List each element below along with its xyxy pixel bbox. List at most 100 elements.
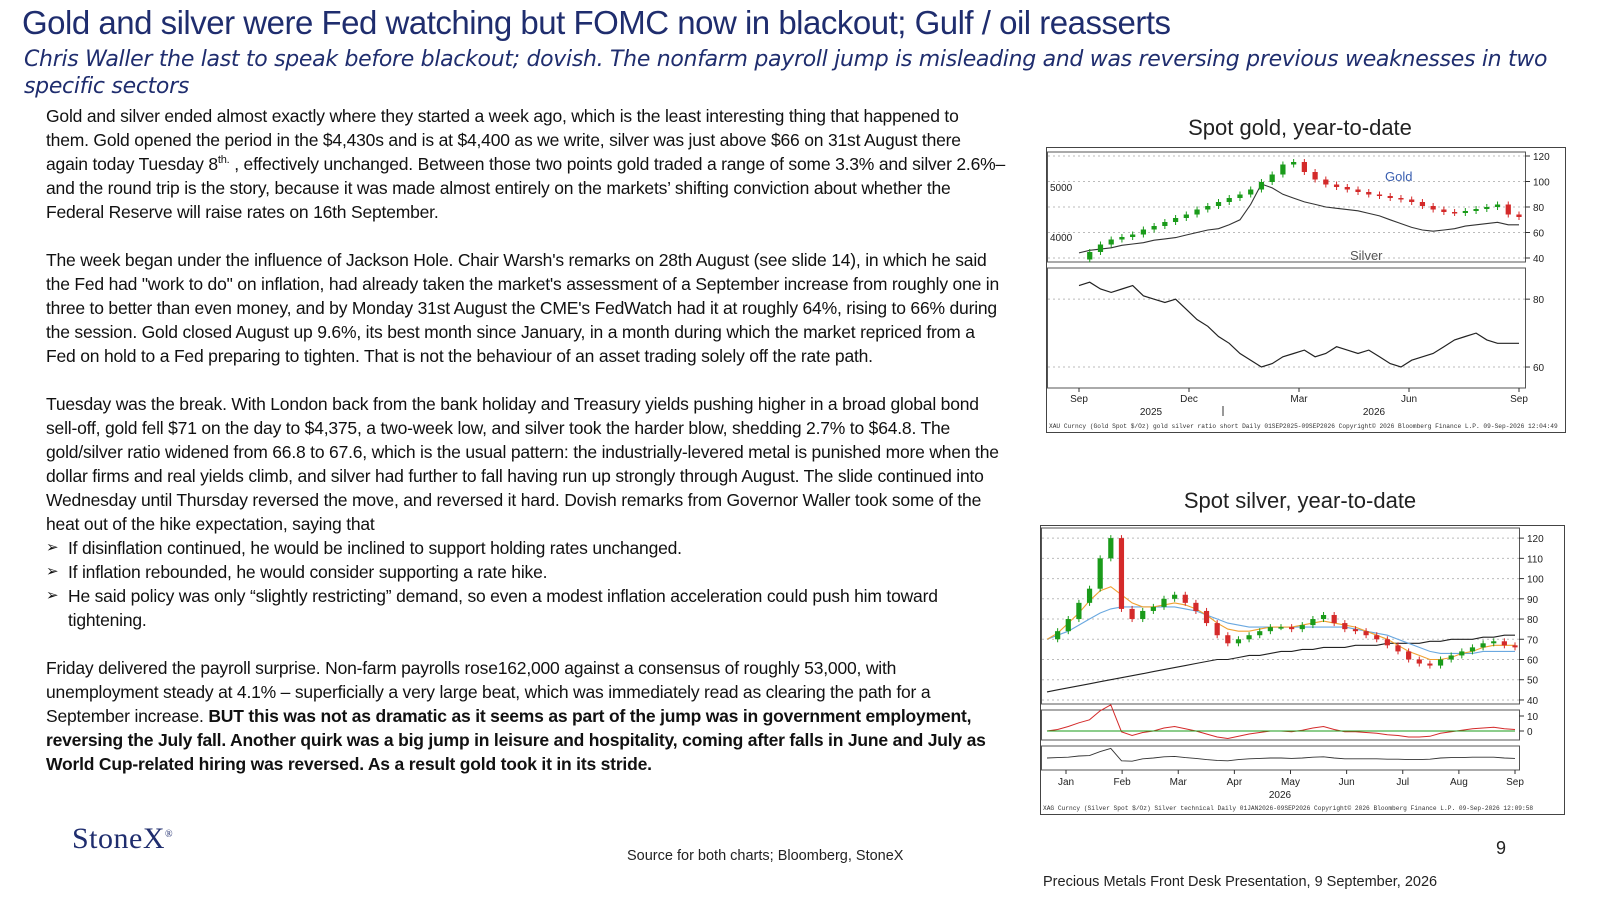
silver-candle [1374, 635, 1380, 640]
silver-candle [1331, 614, 1337, 624]
gold-left-tick-label: 5000 [1050, 183, 1073, 194]
ratio-tick-label: 80 [1533, 295, 1545, 306]
gold-candle [1323, 179, 1329, 185]
gold-candle [1409, 199, 1415, 202]
silver-candle [1289, 627, 1295, 630]
macd-tick-label: 0 [1527, 727, 1533, 738]
gold-candle [1291, 162, 1297, 165]
silver-candle [1097, 558, 1103, 589]
silver-candle [1352, 629, 1359, 632]
gold-candle [1484, 207, 1490, 209]
silver-macd-panel [1041, 709, 1520, 741]
gold-candle [1215, 202, 1222, 206]
silver-candle [1406, 651, 1412, 660]
commentary-body: Gold and silver ended almost exactly whe… [46, 104, 1006, 776]
page-number: 9 [1496, 838, 1507, 858]
gold-right-tick-label: 40 [1533, 254, 1545, 265]
page-title: Gold and silver were Fed watching but FO… [22, 4, 1171, 41]
silver-candle [1150, 606, 1156, 611]
gold-x-year-label: 2026 [1363, 407, 1386, 418]
oscillator-line [1046, 747, 1516, 762]
macd-tick-label: 10 [1527, 712, 1539, 723]
silver-x-tick-label: Sep [1506, 777, 1524, 788]
gold-candle [1312, 172, 1318, 180]
silver-candle [1203, 610, 1210, 624]
silver-candle [1267, 627, 1273, 632]
gold-chart-footer: XAU Curncy (Gold Spot $/Oz) gold silver … [1049, 423, 1558, 430]
silver-tick-label: 60 [1527, 655, 1539, 666]
gold-candle [1237, 194, 1243, 198]
silver-tick-label: 50 [1527, 676, 1539, 687]
gold-candle [1473, 209, 1479, 211]
silver-candle [1214, 623, 1220, 636]
silver-candle [1140, 610, 1146, 620]
silver-candle [1235, 639, 1242, 644]
gold-candle [1119, 237, 1125, 240]
gold-candle [1172, 218, 1179, 222]
silver-candle [1161, 598, 1167, 607]
gold-x-tick-label: Sep [1070, 394, 1088, 405]
silver-candle [1055, 631, 1061, 640]
silver-candle [1448, 655, 1454, 660]
gold-x-tick-label: Dec [1180, 394, 1198, 405]
page-subtitle: Chris Waller the last to speak before bl… [24, 47, 1548, 99]
gold-candle [1419, 202, 1426, 206]
silver-candle [1512, 645, 1518, 648]
gold-candle [1151, 226, 1157, 230]
gold-candle [1108, 239, 1114, 245]
silver-candle [1384, 639, 1390, 646]
silver-x-tick-label: Aug [1450, 777, 1468, 788]
gold-candle [1226, 198, 1232, 202]
silver-x-year-label: 2026 [1269, 790, 1292, 801]
gold-candle [1333, 184, 1340, 187]
arrow-bullet-icon: ➢ [46, 587, 59, 604]
paragraph-3: Tuesday was the break. With London back … [46, 394, 999, 534]
gold-candle [1248, 189, 1254, 195]
paragraph-2: The week began under the influence of Ja… [46, 250, 1000, 366]
gold-candle [1087, 252, 1093, 260]
silver-candle [1363, 631, 1369, 636]
gold-candle [1494, 204, 1501, 207]
silver-chart-title: Spot silver, year-to-date [1183, 488, 1417, 513]
gold-right-tick-label: 100 [1533, 178, 1550, 189]
silver-x-tick-label: Mar [1170, 777, 1188, 788]
silver-candle [1310, 619, 1316, 626]
silver-candle [1086, 588, 1093, 603]
silver-slow-ma-line [1046, 634, 1515, 693]
gold-candle [1194, 209, 1200, 215]
ratio-series-line [1078, 281, 1519, 368]
gold-candle [1441, 209, 1447, 212]
silver-x-tick-label: Jun [1339, 777, 1355, 788]
gold-right-tick-label: 120 [1533, 152, 1550, 163]
paragraph-4: Friday delivered the payroll surprise. N… [46, 658, 986, 774]
gold-candle [1344, 187, 1350, 190]
gold-chart-title: Spot gold, year-to-date [1188, 115, 1412, 140]
silver-candle [1342, 623, 1348, 630]
silver-candle [1065, 619, 1071, 632]
silver-candle [1427, 663, 1433, 666]
silver-tick-label: 110 [1527, 554, 1543, 565]
gold-candle [1376, 194, 1383, 196]
gold-candle [1258, 182, 1265, 190]
gold-candle [1398, 198, 1404, 200]
silver-x-tick-label: Feb [1114, 777, 1132, 788]
silver-x-tick-label: Jan [1058, 777, 1074, 788]
paragraph-1: Gold and silver ended almost exactly whe… [46, 106, 1006, 222]
silver-tick-label: 120 [1527, 534, 1544, 545]
silver-candle [1320, 614, 1327, 620]
gold-candle [1140, 229, 1147, 235]
gold-candle [1505, 204, 1511, 215]
silver-tick-label: 40 [1527, 696, 1539, 707]
gold-left-tick-label: 4000 [1050, 233, 1073, 244]
ratio-tick-label: 60 [1533, 363, 1545, 374]
gold-candle [1516, 214, 1522, 217]
presentation-footer: Precious Metals Front Desk Presentation,… [1043, 874, 1438, 890]
silver-candle [1257, 631, 1263, 636]
gold-candle [1462, 211, 1468, 213]
silver-x-tick-label: May [1281, 777, 1300, 788]
gold-candle [1451, 212, 1458, 214]
silver-chart-footer: XAG Curncy (Silver Spot $/Oz) Silver tec… [1043, 805, 1533, 812]
bullet-item: ➢ If inflation rebounded, he would consid… [46, 562, 548, 582]
gold-x-year-label: 2025 [1140, 407, 1163, 418]
silver-tick-label: 90 [1527, 595, 1539, 606]
